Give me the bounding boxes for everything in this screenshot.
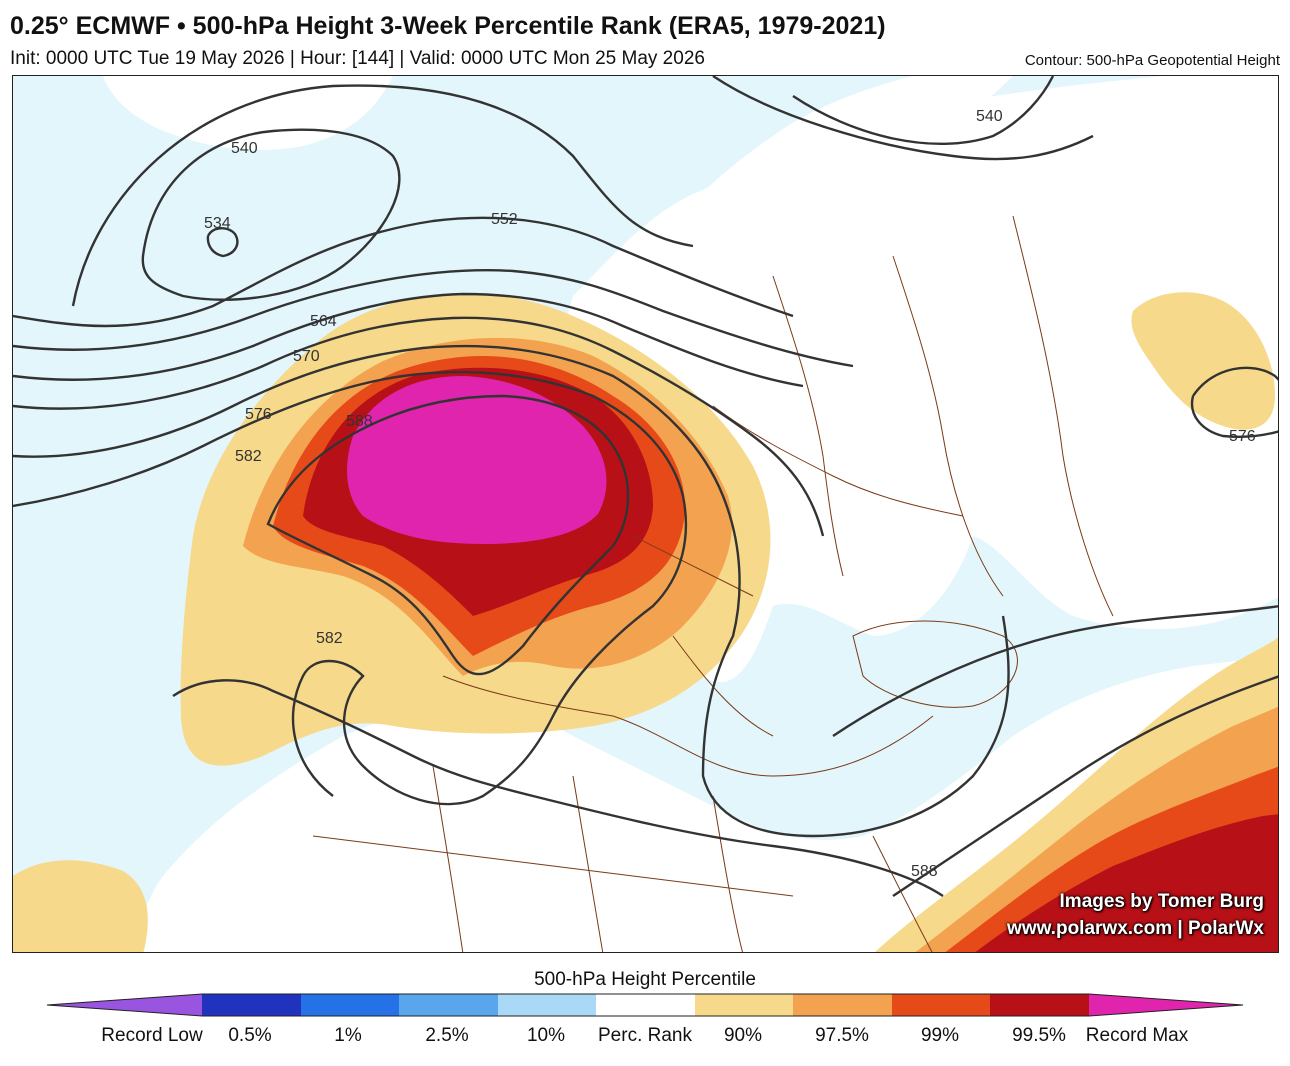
border-4	[1012, 215, 1114, 617]
height-contours	[13, 76, 1278, 897]
contour-588-africa	[172, 679, 944, 897]
contour-label-576-west: 576	[245, 406, 272, 423]
contour-552	[13, 216, 794, 328]
credit-website: www.polarwx.com | PolarWx	[1007, 918, 1264, 939]
legend-label-99pct: 99%	[920, 1025, 960, 1046]
chart-subtitle: Init: 0000 UTC Tue 19 May 2026 | Hour: […	[10, 48, 705, 69]
contour-570	[13, 316, 825, 537]
legend-label-record-low: Record Low	[101, 1025, 203, 1046]
shade-90pct-africa-west	[13, 860, 148, 952]
contour-588-east	[892, 675, 1278, 897]
legend-label-90pct: 90%	[723, 1025, 763, 1046]
coastline-black-sea	[852, 620, 1018, 708]
colorbar-segment-1pct	[301, 994, 399, 1016]
legend-title: 500-hPa Height Percentile	[534, 969, 756, 990]
contour-558	[13, 269, 854, 368]
contour-label-582-cutoff: 582	[316, 630, 343, 647]
legend-label-2-5pct: 2.5%	[425, 1025, 469, 1046]
contour-534	[206, 227, 239, 258]
border-9	[572, 775, 604, 952]
land-scandinavia	[623, 76, 1013, 320]
map-canvas: 540 534 552 564 570 576 582 588 540 576 …	[13, 76, 1278, 952]
credit-author: Images by Tomer Burg	[1059, 891, 1264, 912]
contour-label-588-east: 588	[911, 863, 938, 880]
contour-label-582: 582	[235, 448, 262, 465]
shade-995pct-east-bottom	[975, 814, 1278, 952]
colorbar-segment-2-5pct	[399, 994, 498, 1016]
border-6	[672, 635, 774, 737]
country-borders	[312, 215, 1114, 952]
map-panel: 540 534 552 564 570 576 582 588 540 576 …	[12, 75, 1279, 953]
legend-label-97-5pct: 97.5%	[815, 1025, 869, 1046]
contour-label-540-west: 540	[231, 140, 258, 157]
legend-label-record-max: Record Max	[1085, 1025, 1189, 1046]
colorbar-segment-90pct	[695, 994, 793, 1016]
legend-label-99-5pct: 99.5%	[1012, 1025, 1066, 1046]
contour-582-east	[832, 605, 1278, 737]
contour-label-540-east: 540	[976, 108, 1003, 125]
contour-588-west	[266, 394, 630, 676]
contour-564	[13, 292, 804, 388]
colorbar-segment-record-max	[1089, 994, 1243, 1016]
contour-labels: 540 534 552 564 570 576 582 588 540 576 …	[204, 108, 1256, 880]
contour-label-576-east: 576	[1229, 428, 1256, 445]
contour-label-564: 564	[310, 313, 337, 330]
colorbar-segment-10pct	[498, 994, 596, 1016]
border-1	[712, 405, 964, 517]
shade-record-max-west	[347, 376, 607, 544]
border-10	[712, 795, 744, 952]
contour-540-east	[792, 76, 1055, 146]
coastline-med	[442, 675, 934, 777]
colorbar	[46, 993, 1244, 1017]
contour-546-east	[712, 76, 1094, 161]
legend-label-1pct: 1%	[334, 1025, 362, 1046]
contour-label-570: 570	[293, 348, 320, 365]
colorbar-outline	[46, 993, 1244, 1017]
legend-label-0-5pct: 0.5%	[228, 1025, 272, 1046]
legend-label-10pct: 10%	[526, 1025, 566, 1046]
shade-90pct-east-top	[1131, 292, 1275, 430]
border-2	[772, 275, 844, 577]
contour-546	[71, 84, 694, 307]
contour-540-west	[141, 128, 401, 301]
contour-576	[13, 344, 1010, 838]
legend-label-perc-rank: Perc. Rank	[598, 1025, 692, 1046]
contour-582	[13, 370, 688, 806]
colorbar-segment-99pct	[892, 994, 990, 1016]
border-8	[432, 765, 464, 952]
border-11	[872, 835, 933, 952]
contour-note: Contour: 500-hPa Geopotential Height	[1024, 52, 1280, 69]
contour-576-east	[1190, 366, 1278, 438]
contour-label-534: 534	[204, 215, 231, 232]
chart-title: 0.25° ECMWF • 500-hPa Height 3-Week Perc…	[10, 12, 886, 40]
colorbar-segment-0-5pct	[202, 994, 301, 1016]
colorbar-segment-99-5pct	[990, 994, 1089, 1016]
colorbar-segment-record-low	[47, 994, 202, 1016]
colorbar-segment-neutral	[596, 994, 695, 1016]
border-3	[892, 255, 1004, 597]
contour-label-552: 552	[491, 211, 518, 228]
contour-label-588-west: 588	[346, 413, 373, 430]
colorbar-segment-97-5pct	[793, 994, 892, 1016]
border-7	[312, 835, 794, 897]
